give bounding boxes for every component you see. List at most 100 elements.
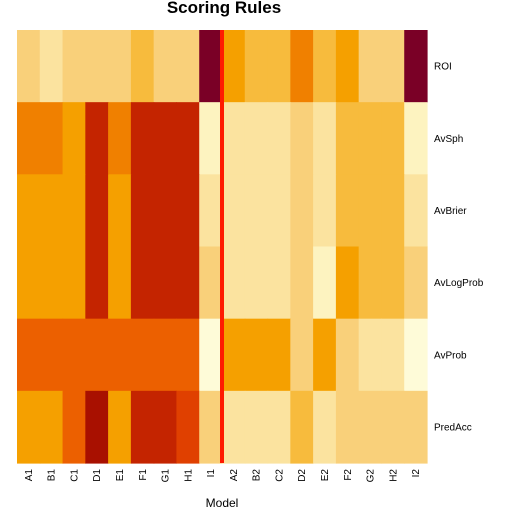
row-label-PredAcc: PredAcc bbox=[434, 422, 472, 433]
heatmap-cell-PredAcc-I1 bbox=[199, 390, 223, 464]
heatmap-cell-ROI-C1 bbox=[62, 30, 86, 103]
heatmap-cell-PredAcc-C2 bbox=[267, 390, 291, 464]
heatmap-cell-ROI-I2 bbox=[404, 30, 428, 103]
column-label-E2: E2 bbox=[320, 469, 331, 482]
heatmap-cell-AvSph-A2 bbox=[222, 102, 246, 175]
heatmap-cell-PredAcc-B1 bbox=[39, 390, 64, 464]
heatmap-cell-AvSph-D1 bbox=[85, 102, 109, 175]
heatmap-cell-AvLogProb-E1 bbox=[108, 246, 132, 320]
heatmap-cell-AvLogProb-I1 bbox=[199, 246, 223, 320]
column-label-D2: D2 bbox=[297, 469, 308, 482]
column-label-H2: H2 bbox=[388, 469, 399, 482]
heatmap-cell-AvProb-H2 bbox=[381, 318, 405, 392]
heatmap-cell-PredAcc-B2 bbox=[244, 390, 269, 464]
heatmap-cell-ROI-F2 bbox=[335, 30, 360, 103]
heatmap-cell-AvLogProb-B1 bbox=[39, 246, 64, 320]
heatmap-cell-AvLogProb-E2 bbox=[313, 246, 337, 320]
heatmap-cell-PredAcc-A2 bbox=[222, 390, 246, 464]
heatmap-cell-AvProb-G2 bbox=[358, 318, 383, 392]
heatmap-cell-AvBrier-E1 bbox=[108, 174, 132, 248]
row-label-AvSph: AvSph bbox=[434, 134, 463, 145]
row-labels: ROI AvSph AvBrier AvLogProb AvProb PredAcc bbox=[434, 62, 484, 434]
heatmap-cell-AvSph-H2 bbox=[381, 102, 405, 175]
row-label-ROI: ROI bbox=[434, 62, 452, 73]
separator-line bbox=[220, 30, 224, 463]
heatmap-cell-PredAcc-D2 bbox=[290, 390, 314, 464]
heatmap-cell-AvLogProb-H1 bbox=[176, 246, 200, 320]
heatmap-cell-AvProb-A2 bbox=[222, 318, 246, 392]
heatmap-cell-AvLogProb-D2 bbox=[290, 246, 314, 320]
row-label-AvBrier: AvBrier bbox=[434, 206, 467, 217]
heatmap-cell-ROI-H2 bbox=[381, 30, 405, 103]
heatmap-cell-AvSph-A1 bbox=[17, 102, 41, 175]
column-label-E1: E1 bbox=[115, 469, 126, 482]
heatmap-cell-ROI-C2 bbox=[267, 30, 291, 103]
heatmap-cell-AvBrier-G1 bbox=[153, 174, 178, 248]
heatmap-cell-ROI-B1 bbox=[39, 30, 64, 103]
heatmap-cell-AvBrier-H2 bbox=[381, 174, 405, 248]
heatmap-cell-AvSph-B2 bbox=[244, 102, 269, 175]
heatmap-cell-ROI-E2 bbox=[313, 30, 337, 103]
heatmap-cell-AvBrier-I2 bbox=[404, 174, 428, 248]
heatmap-cell-AvBrier-F2 bbox=[335, 174, 360, 248]
heatmap-cell-AvProb-D2 bbox=[290, 318, 314, 392]
heatmap-cell-AvSph-F1 bbox=[130, 102, 155, 175]
heatmap-cells bbox=[17, 30, 428, 464]
heatmap-cell-ROI-G1 bbox=[153, 30, 178, 103]
heatmap-cell-AvBrier-G2 bbox=[358, 174, 383, 248]
heatmap-cell-AvBrier-B1 bbox=[39, 174, 64, 248]
heatmap-cell-AvLogProb-H2 bbox=[381, 246, 405, 320]
heatmap-cell-AvLogProb-G1 bbox=[153, 246, 178, 320]
heatmap-cell-PredAcc-I2 bbox=[404, 390, 428, 464]
heatmap-cell-ROI-A1 bbox=[17, 30, 41, 103]
heatmap-cell-AvSph-E1 bbox=[108, 102, 132, 175]
column-label-C1: C1 bbox=[69, 469, 80, 482]
x-axis-label: Model bbox=[206, 496, 239, 510]
heatmap-cell-PredAcc-H2 bbox=[381, 390, 405, 464]
heatmap-cell-AvProb-C1 bbox=[62, 318, 86, 392]
heatmap-cell-AvSph-E2 bbox=[313, 102, 337, 175]
heatmap-cell-AvProb-H1 bbox=[176, 318, 200, 392]
heatmap-cell-AvLogProb-D1 bbox=[85, 246, 109, 320]
heatmap-cell-AvSph-C2 bbox=[267, 102, 291, 175]
heatmap-cell-AvProb-E1 bbox=[108, 318, 132, 392]
heatmap-cell-AvSph-H1 bbox=[176, 102, 200, 175]
heatmap-cell-ROI-G2 bbox=[358, 30, 383, 103]
row-label-AvProb: AvProb bbox=[434, 350, 467, 361]
heatmap-cell-ROI-B2 bbox=[244, 30, 269, 103]
heatmap-cell-ROI-I1 bbox=[199, 30, 223, 103]
heatmap-cell-PredAcc-G2 bbox=[358, 390, 383, 464]
heatmap-cell-AvProb-A1 bbox=[17, 318, 41, 392]
chart-title: Scoring Rules bbox=[167, 0, 281, 17]
heatmap-cell-AvProb-B1 bbox=[39, 318, 64, 392]
heatmap-cell-AvBrier-C1 bbox=[62, 174, 86, 248]
heatmap-cell-ROI-D2 bbox=[290, 30, 314, 103]
column-label-F1: F1 bbox=[138, 469, 149, 481]
heatmap-cell-AvProb-D1 bbox=[85, 318, 109, 392]
heatmap-cell-AvLogProb-G2 bbox=[358, 246, 383, 320]
heatmap-cell-ROI-E1 bbox=[108, 30, 132, 103]
heatmap-cell-AvBrier-C2 bbox=[267, 174, 291, 248]
heatmap-cell-AvLogProb-A1 bbox=[17, 246, 41, 320]
heatmap-cell-AvBrier-E2 bbox=[313, 174, 337, 248]
heatmap-cell-AvBrier-F1 bbox=[130, 174, 155, 248]
heatmap-cell-AvProb-F2 bbox=[335, 318, 360, 392]
heatmap-cell-ROI-F1 bbox=[130, 30, 155, 103]
heatmap-cell-AvSph-F2 bbox=[335, 102, 360, 175]
column-label-C2: C2 bbox=[274, 469, 285, 482]
heatmap-cell-AvBrier-A1 bbox=[17, 174, 41, 248]
heatmap-cell-AvBrier-D1 bbox=[85, 174, 109, 248]
column-label-G2: G2 bbox=[366, 469, 377, 483]
heatmap-cell-AvLogProb-B2 bbox=[244, 246, 269, 320]
column-label-F2: F2 bbox=[343, 469, 354, 481]
heatmap-cell-PredAcc-A1 bbox=[17, 390, 41, 464]
column-label-H1: H1 bbox=[183, 469, 194, 482]
column-label-A1: A1 bbox=[24, 469, 35, 482]
heatmap-cell-AvProb-B2 bbox=[244, 318, 269, 392]
heatmap-cell-AvBrier-A2 bbox=[222, 174, 246, 248]
column-label-B2: B2 bbox=[252, 469, 263, 482]
heatmap-cell-AvLogProb-A2 bbox=[222, 246, 246, 320]
column-label-B1: B1 bbox=[47, 469, 58, 482]
heatmap-cell-AvSph-B1 bbox=[39, 102, 64, 175]
heatmap-cell-AvLogProb-F1 bbox=[130, 246, 155, 320]
